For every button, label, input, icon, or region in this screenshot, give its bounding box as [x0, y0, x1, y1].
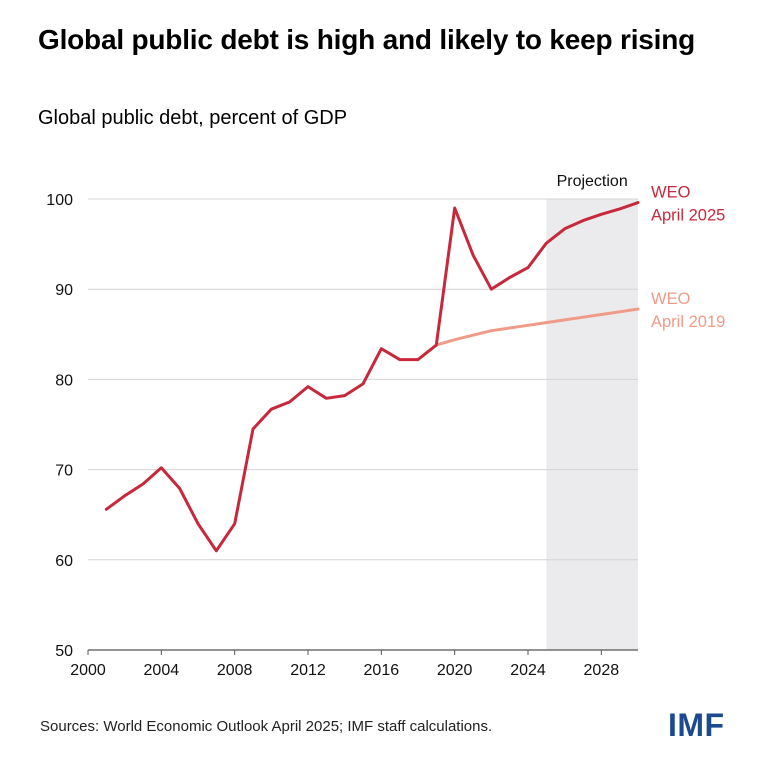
- source-note: Sources: World Economic Outlook April 20…: [40, 718, 493, 735]
- chart-subtitle: Global public debt, percent of GDP: [38, 107, 348, 129]
- series-label: April 2025: [651, 207, 725, 225]
- y-tick-label: 90: [55, 282, 73, 299]
- imf-logo: IMF: [668, 707, 725, 743]
- series-label: WEO: [651, 184, 691, 202]
- projection-label: Projection: [557, 173, 628, 190]
- y-tick-label: 60: [55, 553, 73, 570]
- series-line-weo-april-2025: [104, 201, 640, 553]
- x-tick-label: 2012: [290, 662, 326, 679]
- x-tick-label: 2024: [510, 662, 546, 679]
- series-label: April 2019: [651, 313, 725, 331]
- x-tick-label: 2000: [70, 662, 106, 679]
- x-tick-label: 2020: [437, 662, 473, 679]
- x-tick-label: 2028: [584, 662, 620, 679]
- y-tick-label: 100: [46, 192, 73, 209]
- series-line-weo-april-2019: [434, 307, 640, 347]
- x-tick-label: 2004: [144, 662, 180, 679]
- y-tick-label: 70: [55, 463, 73, 480]
- x-tick-label: 2016: [364, 662, 400, 679]
- series-label: WEO: [651, 290, 691, 308]
- x-tick-label: 2008: [217, 662, 253, 679]
- y-tick-label: 80: [55, 372, 73, 389]
- y-tick-label: 50: [55, 643, 73, 660]
- chart-title: Global public debt is high and likely to…: [38, 24, 696, 55]
- projection-band: [546, 199, 638, 650]
